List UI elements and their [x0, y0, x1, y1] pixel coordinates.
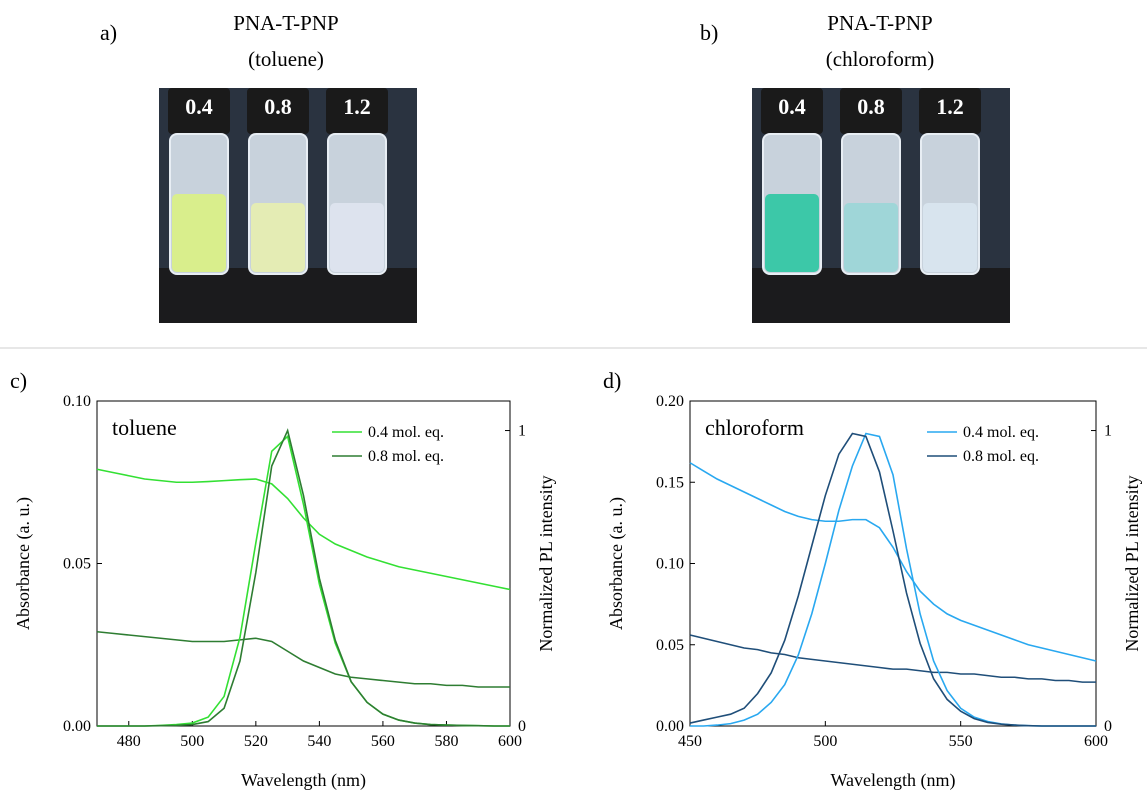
vial-liquid	[765, 194, 819, 272]
data-line	[689, 634, 1096, 683]
y-tick-label: 0.15	[656, 474, 684, 491]
x-tick-label: 600	[498, 733, 522, 750]
x-axis-label: Wavelength (nm)	[830, 770, 955, 791]
vial-liquid	[923, 203, 977, 272]
y2-axis-label: Normalized PL intensity	[1122, 475, 1142, 651]
x-tick-label: 550	[949, 733, 973, 750]
legend-label: 0.4 mol. eq.	[963, 424, 1039, 441]
vial-cap	[761, 88, 823, 134]
photo-title: PNA-T-PNP	[827, 11, 932, 35]
panel-label: b)	[700, 20, 718, 45]
y-tick-label: 0.05	[63, 556, 91, 573]
y2-axis-label: Normalized PL intensity	[536, 475, 556, 651]
y-tick-label: 0.20	[656, 393, 684, 410]
panel-label: d)	[603, 368, 621, 393]
vial-liquid	[330, 203, 384, 272]
vial-cap	[326, 88, 388, 134]
y-tick-label: 0.05	[656, 637, 684, 654]
vial-label: 0.8	[857, 94, 885, 119]
annotation: toluene	[112, 415, 177, 440]
y-axis-label: Absorbance (a. u.)	[13, 497, 34, 630]
x-tick-label: 580	[434, 733, 458, 750]
x-tick-label: 500	[813, 733, 837, 750]
vial-label: 1.2	[343, 94, 371, 119]
photo-subtitle: (toluene)	[248, 47, 324, 71]
data-line	[97, 428, 510, 727]
vial-cap	[247, 88, 309, 134]
x-tick-label: 450	[678, 733, 702, 750]
y2-tick-label: 1	[1104, 423, 1112, 440]
vial-cap	[168, 88, 230, 134]
y-tick-label: 0.00	[63, 718, 91, 735]
data-line	[689, 432, 1096, 727]
x-tick-label: 480	[117, 733, 141, 750]
panel-label: a)	[100, 20, 117, 45]
plot-frame	[96, 400, 511, 727]
legend-label: 0.8 mol. eq.	[963, 448, 1039, 465]
y-tick-label: 0.10	[656, 556, 684, 573]
x-tick-label: 600	[1084, 733, 1108, 750]
vial-liquid	[844, 203, 898, 272]
y-tick-label: 0.10	[63, 393, 91, 410]
y2-tick-label: 1	[518, 423, 526, 440]
data-line	[690, 432, 1096, 727]
annotation: chloroform	[705, 415, 804, 440]
x-tick-label: 540	[307, 733, 331, 750]
vial-cap	[840, 88, 902, 134]
y2-tick-label: 0	[1104, 718, 1112, 735]
y-tick-label: 0.00	[656, 718, 684, 735]
legend-label: 0.8 mol. eq.	[368, 448, 444, 465]
photo-subtitle: (chloroform)	[826, 47, 934, 71]
x-tick-label: 560	[371, 733, 395, 750]
vial-label: 0.8	[264, 94, 292, 119]
legend-label: 0.4 mol. eq.	[368, 424, 444, 441]
vial-liquid	[172, 194, 226, 272]
panel-label: c)	[10, 368, 27, 393]
photo-title: PNA-T-PNP	[233, 11, 338, 35]
photo-table	[159, 268, 417, 323]
y2-tick-label: 0	[518, 718, 526, 735]
vial-cap	[919, 88, 981, 134]
vial-label: 0.4	[778, 94, 806, 119]
x-tick-label: 500	[180, 733, 204, 750]
vial-label: 0.4	[185, 94, 213, 119]
vial-liquid	[251, 203, 305, 272]
data-line	[96, 468, 511, 591]
data-line	[96, 630, 510, 688]
data-line	[689, 462, 1097, 662]
y-axis-label: Absorbance (a. u.)	[606, 497, 627, 630]
x-tick-label: 520	[244, 733, 268, 750]
photo-table	[752, 268, 1010, 323]
vial-label: 1.2	[936, 94, 964, 119]
x-axis-label: Wavelength (nm)	[241, 770, 366, 791]
